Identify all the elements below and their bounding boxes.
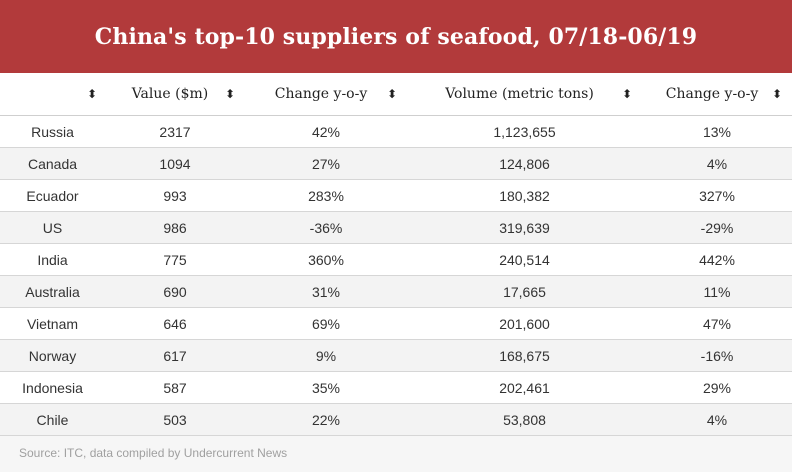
cell-country: Ecuador [26,187,79,204]
cell-volume: 201,600 [499,315,550,332]
cell-volume: 202,461 [499,379,550,396]
cell-volume: 53,808 [503,411,546,428]
cell-volume-change: 47% [702,315,732,332]
column-header-label: Change y-o-y [665,86,759,102]
cell-volume-change: 13% [702,123,732,140]
cell-volume: 17,665 [503,283,546,300]
cell-country: Vietnam [26,315,79,332]
cell-volume: 180,382 [499,187,550,204]
chart-title: China's top-10 suppliers of seafood, 07/… [94,23,698,50]
source-note: Source: ITC, data compiled by Undercurre… [19,446,288,460]
data-table: ⬍ Value ($m) ⬍ Change y-o-y ⬍ Volume (me… [0,73,792,436]
column-header-volume-change[interactable]: Change y-o-y ⬍ [642,73,792,115]
cell-volume-change: 29% [702,379,732,396]
cell-country: Canada [27,155,78,172]
cell-country: Russia [31,123,74,140]
sort-icon[interactable]: ⬍ [621,87,632,101]
cell-volume-change: 327% [699,187,735,204]
table-row: India 775 360% 240,514 442% [0,244,792,276]
column-header-value[interactable]: Value ($m) ⬍ [105,73,245,115]
cell-country: Chile [36,411,69,428]
sort-icon[interactable]: ⬍ [386,87,397,101]
table-row: Indonesia 587 35% 202,461 29% [0,372,792,404]
cell-value-change: 31% [311,283,341,300]
table-body: Russia 2317 42% 1,123,655 13% Canada 1094 27% 12… [0,116,792,436]
cell-value: 646 [163,315,187,332]
cell-volume-change: 11% [703,283,731,300]
cell-volume-change: 4% [706,411,728,428]
table-row: Canada 1094 27% 124,806 4% [0,148,792,180]
cell-value: 2317 [159,123,191,140]
cell-country: Australia [25,283,80,300]
table-row: Australia 690 31% 17,665 11% [0,276,792,308]
table-row: Chile 503 22% 53,808 4% [0,404,792,436]
cell-value: 775 [163,251,187,268]
cell-country: India [37,251,68,268]
cell-value-change: 69% [311,315,341,332]
cell-value-change: 42% [311,123,341,140]
table-row: Ecuador 993 283% 180,382 327% [0,180,792,212]
column-header-value-change[interactable]: Change y-o-y ⬍ [245,73,407,115]
cell-volume: 240,514 [499,251,550,268]
cell-volume-change: -29% [700,219,734,236]
cell-value: 617 [163,347,187,364]
cell-volume: 1,123,655 [493,123,556,140]
cell-value-change: 35% [311,379,341,396]
cell-volume: 168,675 [499,347,550,364]
cell-value-change: -36% [309,219,343,236]
sort-icon[interactable]: ⬍ [86,87,97,101]
column-header-label: Volume (metric tons) [445,86,594,102]
cell-value-change: 9% [315,347,337,364]
cell-country: US [42,219,63,236]
cell-country: Norway [28,347,77,364]
cell-value: 690 [163,283,187,300]
sort-icon[interactable]: ⬍ [771,87,782,101]
cell-volume: 124,806 [499,155,550,172]
header-row: ⬍ Value ($m) ⬍ Change y-o-y ⬍ Volume (me… [0,73,792,116]
column-header-country[interactable]: ⬍ [0,73,105,115]
cell-volume-change: 442% [699,251,735,268]
cell-country: Indonesia [22,379,83,396]
title-banner: China's top-10 suppliers of seafood, 07/… [0,0,792,73]
table-row: Vietnam 646 69% 201,600 47% [0,308,792,340]
sort-icon[interactable]: ⬍ [224,87,235,101]
cell-value: 1094 [159,155,191,172]
cell-value: 993 [163,187,187,204]
cell-value-change: 283% [308,187,344,204]
cell-volume-change: 4% [706,155,728,172]
cell-value-change: 27% [311,155,341,172]
column-header-label: Value ($m) [131,86,209,102]
cell-volume-change: -16% [700,347,734,364]
cell-value-change: 360% [308,251,344,268]
table-row: Norway 617 9% 168,675 -16% [0,340,792,372]
cell-value: 587 [163,379,187,396]
cell-volume: 319,639 [499,219,550,236]
cell-value: 986 [163,219,187,236]
cell-value-change: 22% [311,411,341,428]
table-row: US 986 -36% 319,639 -29% [0,212,792,244]
column-header-label: Change y-o-y [274,86,368,102]
table-row: Russia 2317 42% 1,123,655 13% [0,116,792,148]
cell-value: 503 [163,411,187,428]
column-header-volume[interactable]: Volume (metric tons) ⬍ [407,73,642,115]
